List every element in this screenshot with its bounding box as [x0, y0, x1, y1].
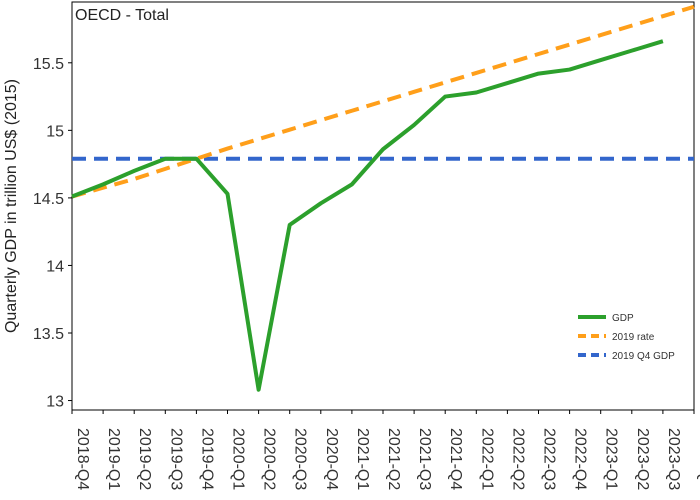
x-tick-label: 2023-Q4 [696, 428, 700, 490]
x-tick-label: 2020-Q4 [323, 428, 340, 490]
x-tick-label: 2021-Q1 [354, 428, 371, 490]
y-tick-label: 15 [46, 123, 64, 140]
x-tick-label: 2018-Q4 [74, 428, 91, 490]
x-tick-label: 2020-Q1 [230, 428, 247, 490]
x-tick-label: 2022-Q1 [478, 428, 495, 490]
y-axis-title: Quarterly GDP in trillion US$ (2015) [3, 79, 20, 333]
x-tick-label: 2023-Q3 [665, 428, 682, 490]
series-line-gdp [71, 39, 664, 392]
x-tick-label: 2019-Q2 [136, 428, 153, 490]
x-tick-label: 2020-Q3 [292, 428, 309, 490]
x-tick-label: 2019-Q4 [198, 428, 215, 490]
y-axis-ticks: 13 13.5 14 14.5 15 15.5 [33, 56, 72, 411]
x-tick-label: 2022-Q4 [572, 428, 589, 490]
x-tick-label: 2023-Q1 [603, 428, 620, 490]
series-layer [71, 4, 695, 392]
legend-label-2019-q4-gdp: 2019 Q4 GDP [612, 351, 675, 362]
chart-title: OECD - Total [75, 7, 169, 24]
plot-area [71, 1, 695, 411]
y-tick-label: 13 [46, 394, 64, 411]
x-tick-label: 2021-Q3 [416, 428, 433, 490]
series-line-2019-rate [71, 4, 695, 199]
y-tick-label: 13.5 [33, 326, 64, 343]
y-tick-label: 15.5 [33, 56, 64, 73]
x-tick-label: 2022-Q2 [509, 428, 526, 490]
legend-label-2019-rate: 2019 rate [612, 332, 655, 343]
x-tick-label: 2019-Q3 [167, 428, 184, 490]
x-axis-ticks: 2018-Q4 2019-Q1 2019-Q2 2019-Q3 2019-Q4 2020-… [71, 410, 700, 490]
y-tick-label: 14.5 [33, 191, 64, 208]
y-tick-label: 14 [46, 258, 64, 275]
x-tick-label: 2023-Q2 [634, 428, 651, 490]
legend-label-gdp: GDP [612, 313, 634, 324]
x-tick-label: 2019-Q1 [105, 428, 122, 490]
legend: GDP 2019 rate 2019 Q4 GDP [578, 313, 675, 362]
x-tick-label: 2020-Q2 [261, 428, 278, 490]
x-tick-label: 2021-Q4 [447, 428, 464, 490]
x-tick-label: 2021-Q2 [385, 428, 402, 490]
x-tick-label: 2022-Q3 [541, 428, 558, 490]
